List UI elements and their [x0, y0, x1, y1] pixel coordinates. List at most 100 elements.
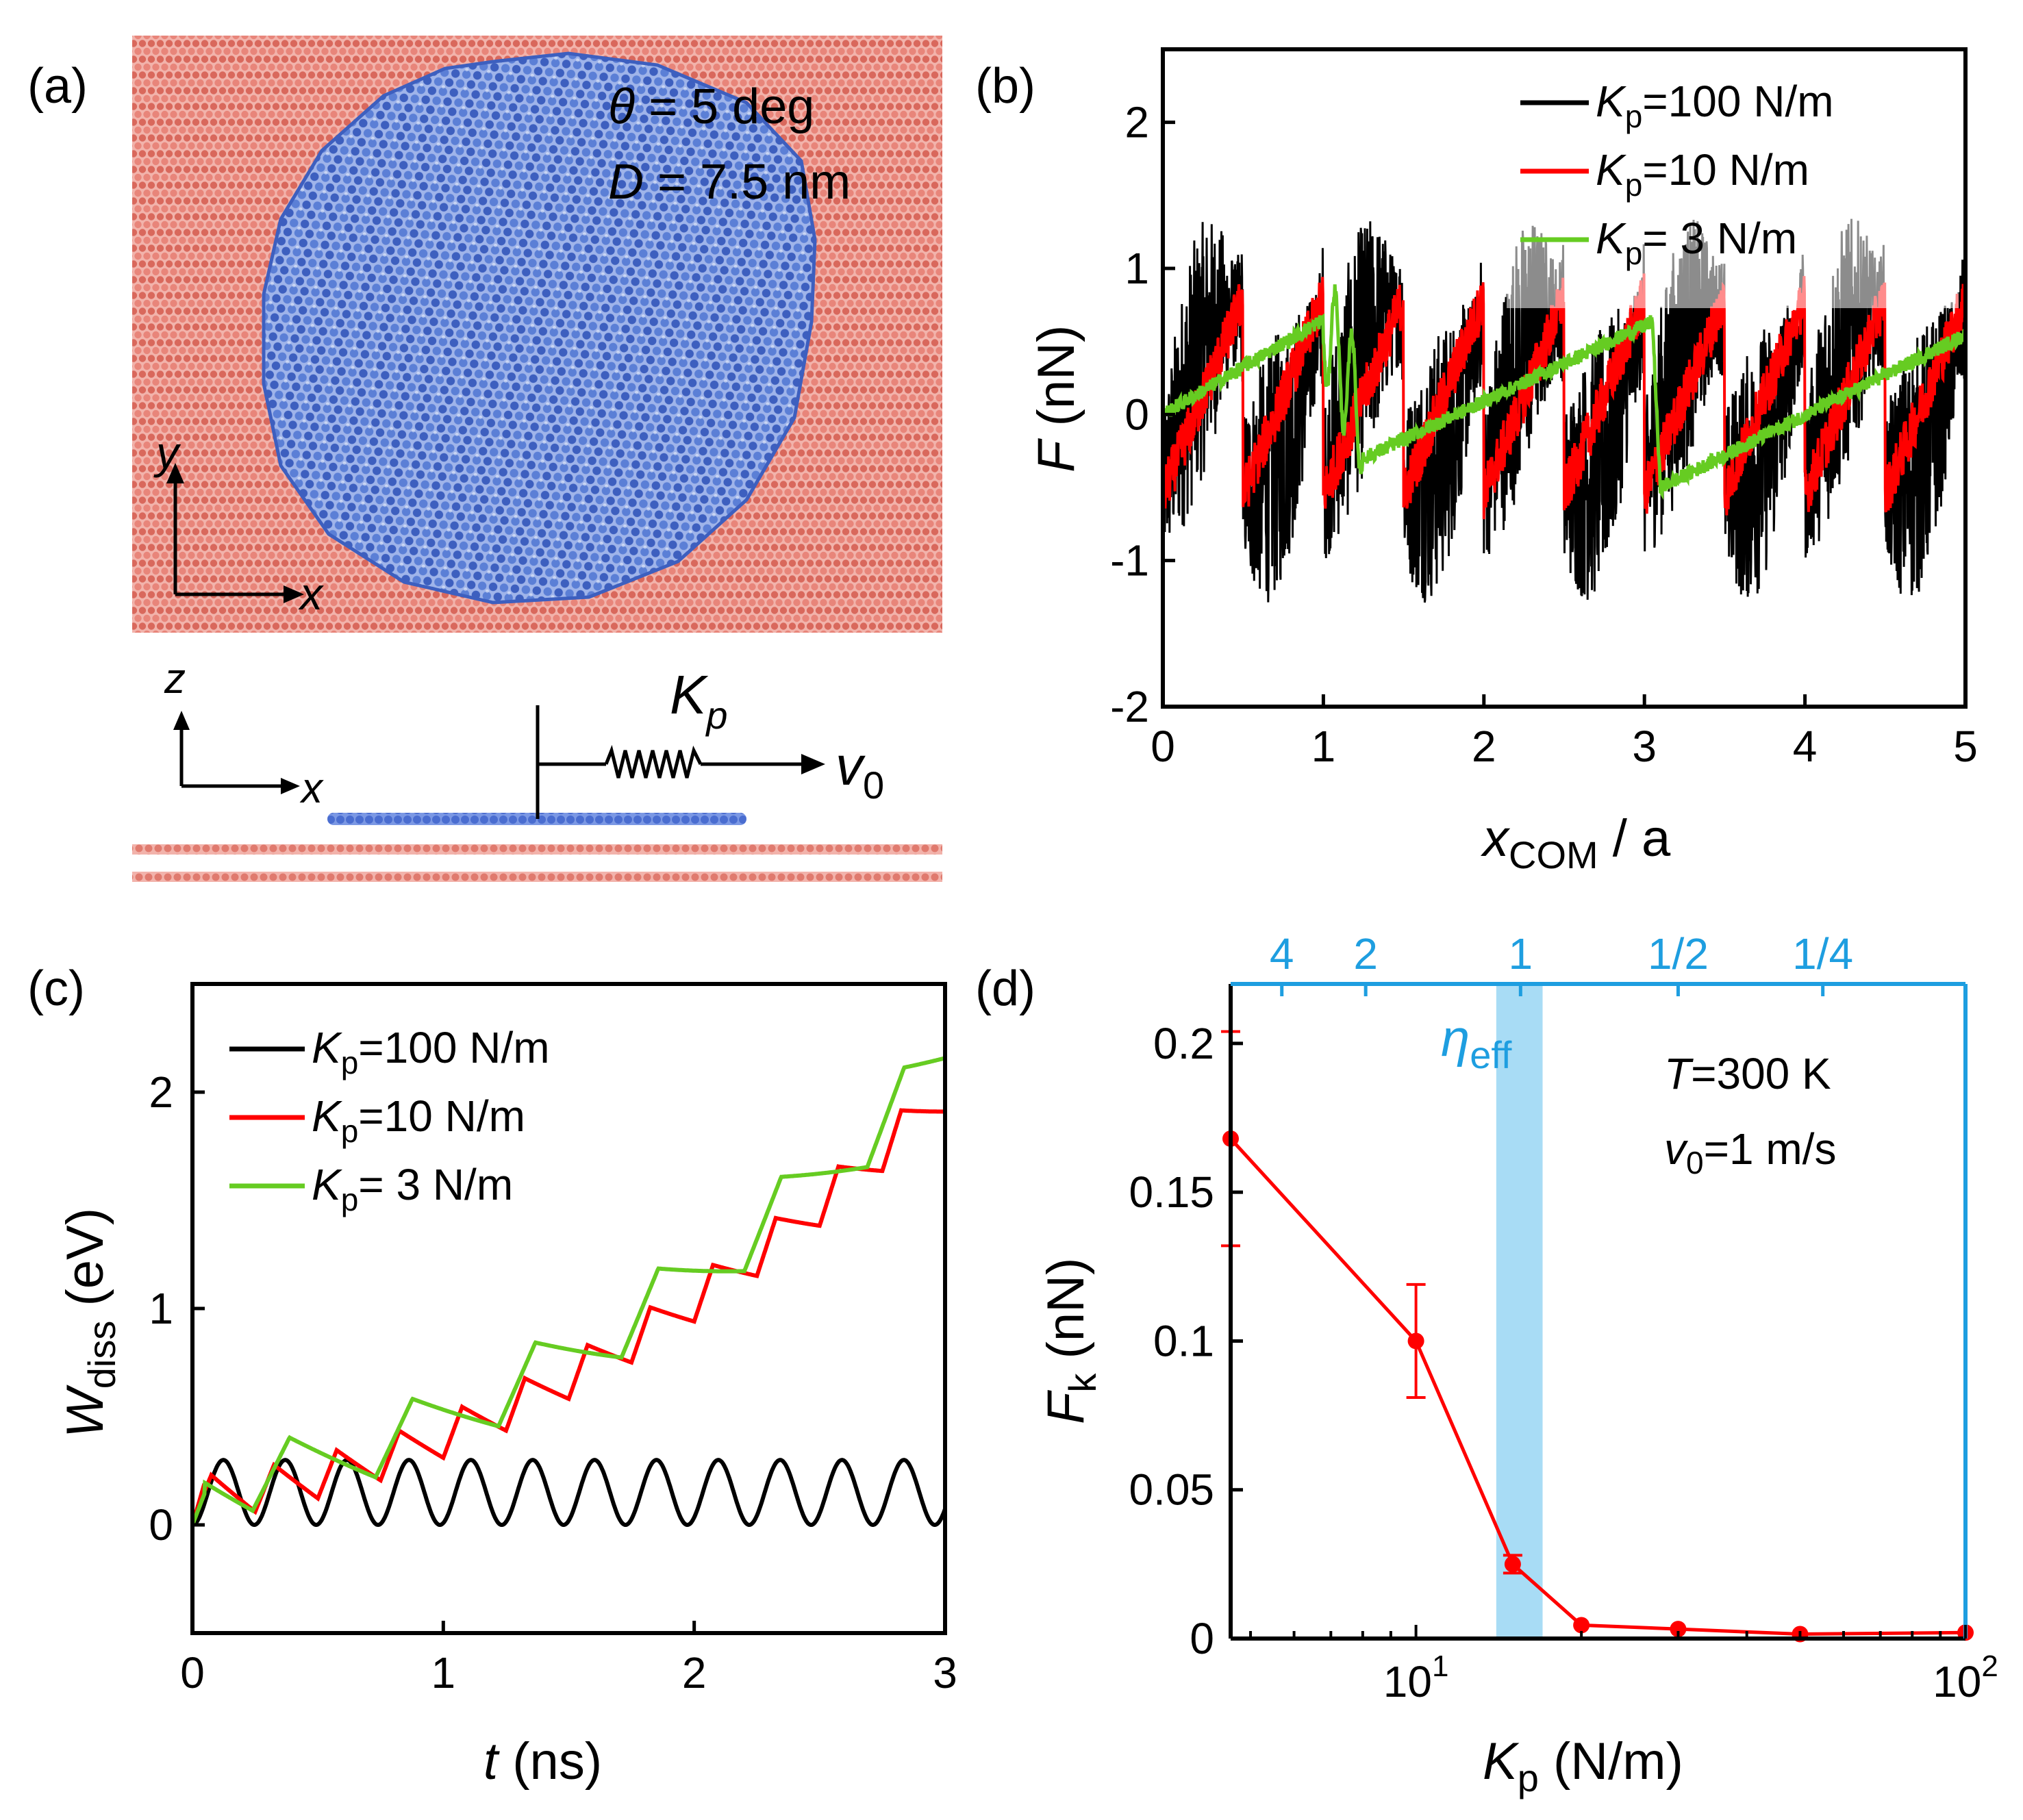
graphene-flake-top-view: [262, 51, 817, 605]
b-y-tick-label: 2: [1124, 98, 1149, 147]
c-legend-label: Kp=10 N/m: [312, 1091, 525, 1149]
spring-driver: Kp v0: [536, 664, 884, 819]
d-x-tick-label: 102: [1933, 1650, 1998, 1706]
b-legend-sub: p: [1625, 99, 1643, 134]
d-x-tick-exp: 1: [1432, 1650, 1448, 1683]
d-series-line: [1229, 1137, 1966, 1636]
panel-d-label: (d): [975, 961, 1035, 1016]
d-top-axis-title: ηeff: [1441, 1009, 1512, 1076]
b-legend-rest: =10 N/m: [1642, 145, 1809, 194]
b-legend-sub: p: [1625, 167, 1643, 203]
diameter-label: D = 7.5 nm: [608, 155, 851, 210]
d-top-tick-label: 1: [1509, 929, 1533, 978]
panel-a: (a) θ = 5 deg D = 7.5 nm y x z x: [27, 36, 942, 882]
c-ticks: 0 1 2 3 0 1 2: [149, 1067, 957, 1697]
b-legend-label: Kp=10 N/m: [1596, 145, 1809, 203]
b-legend-label: Kp=100 N/m: [1596, 77, 1834, 134]
c-legend-sub: p: [341, 1113, 359, 1149]
c-x-tick-label: 2: [682, 1648, 707, 1697]
panel-c-label: (c): [27, 961, 85, 1016]
d-plot-area: [1221, 984, 1974, 1643]
d-note-temperature: T=300 K: [1664, 1049, 1831, 1098]
c-legend-sub: p: [341, 1182, 359, 1217]
b-x-tick-label: 5: [1953, 722, 1978, 771]
d-top-tick-label: 4: [1270, 929, 1294, 978]
b-y-tick-label: -2: [1110, 682, 1149, 731]
b-legend-k: K: [1596, 145, 1627, 194]
c-legend-k: K: [312, 1023, 343, 1072]
axis-x-label: x: [298, 568, 324, 619]
d-point: [1670, 1621, 1687, 1638]
c-x-tick-label: 3: [933, 1648, 957, 1697]
d-y-tick-label: 0.05: [1129, 1465, 1214, 1515]
c-legend-sub: p: [341, 1045, 359, 1080]
substrate-layer-2: [132, 872, 942, 882]
xz-axes-icon: z x: [164, 655, 324, 812]
d-x-tick-base: 10: [1383, 1657, 1432, 1706]
theta-label: θ = 5 deg: [608, 79, 814, 134]
c-series-kp3: [190, 1056, 946, 1526]
b-x-tick-label: 1: [1311, 722, 1336, 771]
b-series-group: [1163, 218, 1965, 603]
b-ticks: 0 1 2 3 4 5 -2 -1 0 1 2: [1110, 98, 1978, 771]
b-series-kp10: [1163, 273, 1965, 520]
b-legend-k: K: [1596, 77, 1627, 126]
c-y-tick-label: 2: [149, 1067, 173, 1117]
d-eta-band: [1496, 984, 1543, 1639]
c-legend-rest: =10 N/m: [358, 1091, 525, 1141]
d-note-velocity: v0=1 m/s: [1664, 1124, 1836, 1180]
c-y-tick-label: 1: [149, 1284, 173, 1333]
c-x-tick-label: 0: [180, 1648, 205, 1697]
axis-z-label: z: [164, 655, 186, 703]
d-y-tick-label: 0.1: [1153, 1316, 1214, 1365]
c-y-tick-label: 0: [149, 1500, 173, 1550]
c-x-tick-label: 1: [431, 1648, 456, 1697]
d-y-axis-title: Fk (nN): [1037, 1258, 1104, 1424]
d-top-tick-label: 1/4: [1792, 929, 1853, 978]
c-y-axis-title: Wdiss (eV): [56, 1208, 123, 1438]
b-x-tick-label: 4: [1793, 722, 1818, 771]
c-legend-rest: =100 N/m: [358, 1023, 549, 1072]
d-x-tick-label: 101: [1383, 1650, 1449, 1706]
d-point: [1573, 1617, 1590, 1634]
b-legend-sub: p: [1625, 236, 1643, 271]
b-legend-k: K: [1596, 214, 1627, 263]
d-x-tick-exp: 2: [1981, 1650, 1998, 1683]
c-series-kp100: [192, 1458, 947, 1528]
spring-icon: [604, 744, 703, 779]
c-plot-area: [190, 1056, 947, 1528]
spring-constant-label: Kp: [670, 664, 728, 737]
b-x-axis-title: xCOM / a: [1480, 809, 1671, 876]
c-legend-label: Kp=100 N/m: [312, 1023, 550, 1080]
d-point: [1407, 1332, 1424, 1350]
c-legend-k: K: [312, 1160, 343, 1209]
c-series-kp10: [190, 1108, 945, 1526]
b-series-kp3: [1163, 284, 1965, 501]
panel-b-label: (b): [975, 59, 1035, 114]
panel-a-label: (a): [27, 59, 88, 114]
c-legend-label: Kp= 3 N/m: [312, 1160, 513, 1217]
b-y-tick-label: 1: [1124, 244, 1149, 293]
velocity-arrow-icon: [801, 754, 825, 774]
axis-y-label: y: [153, 427, 181, 478]
d-y-tick-label: 0.2: [1153, 1019, 1214, 1068]
b-x-tick-label: 3: [1632, 722, 1657, 771]
c-legend-rest: = 3 N/m: [358, 1160, 513, 1209]
velocity-label: v0: [835, 735, 884, 807]
b-frame: [1161, 47, 1968, 709]
d-top-tick-label: 1/2: [1648, 929, 1709, 978]
d-point: [1504, 1556, 1521, 1573]
c-legend-k: K: [312, 1091, 343, 1141]
b-y-tick-label: -1: [1110, 536, 1149, 585]
b-x-tick-label: 2: [1472, 722, 1496, 771]
d-y-tick-label: 0.15: [1129, 1167, 1214, 1217]
b-legend-label: Kp= 3 N/m: [1596, 214, 1797, 271]
d-y-tick-label: 0: [1190, 1614, 1214, 1663]
d-x-tick-base: 10: [1933, 1657, 1981, 1706]
b-legend: Kp=100 N/mKp=10 N/mKp= 3 N/m: [1520, 77, 1834, 271]
